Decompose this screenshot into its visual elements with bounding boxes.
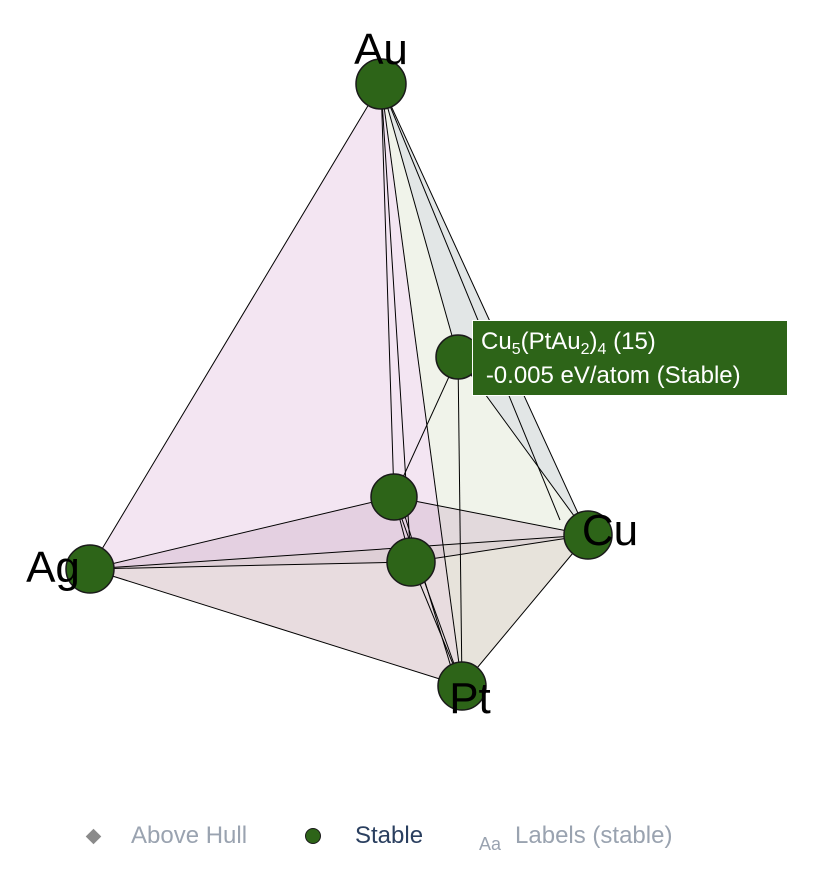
legend: Above Hull Stable Aa Labels (stable) [0, 812, 820, 860]
face-ag-cu-pt [90, 535, 588, 686]
text-labels-icon: Aa [479, 833, 502, 854]
legend-label-stable: Stable [355, 822, 424, 849]
tooltip-pointer [458, 338, 474, 358]
vertex-label-pt: Pt [449, 674, 491, 723]
face-ag-au-pt [90, 84, 462, 686]
legend-label-labels: Labels (stable) [515, 822, 673, 849]
stable-point-inner-1[interactable] [370, 473, 418, 521]
face-inner-top [90, 497, 588, 569]
stable-point-pt[interactable] [437, 661, 487, 711]
vertex-label-au: Au [354, 25, 408, 74]
legend-item-above-hull[interactable]: Above Hull [85, 812, 248, 860]
stable-point-au[interactable] [355, 58, 407, 110]
legend-item-stable[interactable]: Stable [305, 812, 423, 860]
stable-point-inner-2[interactable] [386, 537, 436, 587]
tooltip-formula: Cu5(PtAu2)4 (15) [481, 328, 656, 358]
vertex-label-cu: Cu [582, 506, 638, 555]
hover-tooltip: Cu5(PtAu2)4 (15) -0.005 eV/atom (Stable) [472, 320, 788, 396]
legend-label-above-hull: Above Hull [131, 822, 248, 849]
stable-point-ag[interactable] [65, 544, 115, 594]
stable-points [65, 58, 613, 711]
circle-icon [305, 828, 321, 844]
vertex-labels: Au Ag Cu Pt [26, 25, 638, 723]
diamond-icon [85, 828, 102, 844]
tooltip-energy: -0.005 eV/atom (Stable) [485, 362, 741, 389]
legend-item-labels[interactable]: Aa Labels (stable) [479, 812, 672, 860]
stable-point-cu[interactable] [563, 510, 613, 560]
vertex-label-ag: Ag [26, 543, 80, 592]
